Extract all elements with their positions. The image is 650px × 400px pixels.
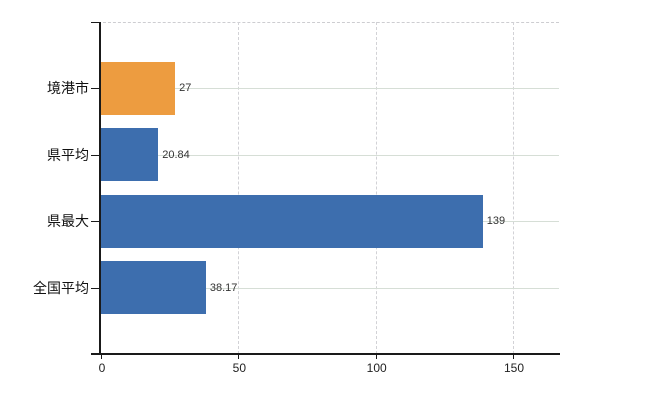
gridline-vertical — [375, 22, 377, 354]
y-axis-top-tick — [91, 22, 100, 23]
bar — [101, 194, 483, 248]
x-axis-tick — [238, 354, 240, 359]
x-tick-label: 100 — [366, 361, 387, 375]
value-label: 20.84 — [162, 148, 190, 161]
y-axis-tick — [91, 154, 100, 156]
gridline-horizontal — [101, 88, 559, 90]
bar — [101, 128, 159, 182]
x-axis-line — [91, 353, 560, 355]
x-axis-tick — [101, 354, 102, 359]
x-tick-label: 0 — [98, 361, 106, 375]
y-axis-tick — [91, 287, 100, 289]
gridline-vertical — [513, 22, 514, 354]
x-axis-tick — [375, 354, 377, 359]
x-tick-label: 150 — [503, 361, 525, 375]
bar — [101, 61, 176, 115]
value-label: 139 — [486, 215, 506, 228]
x-axis-tick — [513, 354, 514, 359]
bar — [101, 261, 206, 315]
gridline-horizontal — [101, 154, 559, 156]
value-label: 38.17 — [209, 281, 238, 294]
category-label: 県平均 — [47, 146, 89, 163]
gridline-horizontal — [101, 287, 559, 289]
category-label: 全国平均 — [33, 279, 89, 296]
category-label: 境港市 — [47, 80, 89, 97]
category-label: 県最大 — [47, 213, 89, 230]
gridline-vertical — [238, 22, 240, 354]
y-axis-line — [99, 22, 101, 354]
x-tick-label: 50 — [232, 361, 247, 375]
plot-top-border — [98, 22, 559, 23]
y-axis-tick — [91, 221, 100, 223]
value-label: 27 — [179, 82, 192, 95]
y-axis-tick — [91, 88, 100, 90]
